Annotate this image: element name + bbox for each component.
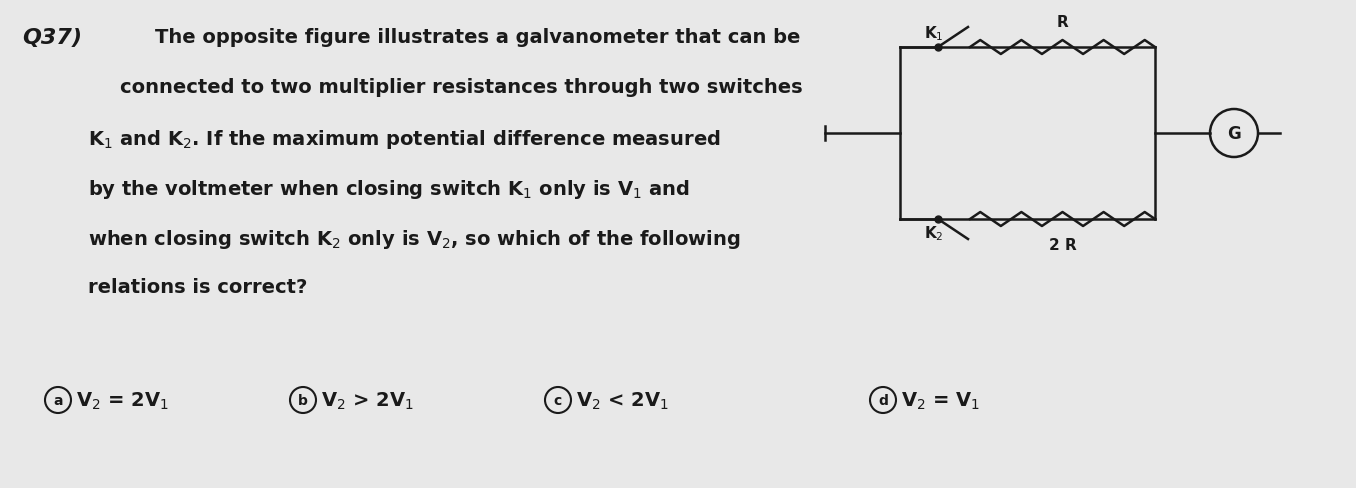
Text: d: d bbox=[879, 393, 888, 407]
Text: relations is correct?: relations is correct? bbox=[88, 278, 308, 296]
Text: a: a bbox=[53, 393, 62, 407]
Text: V$_2$ < 2V$_1$: V$_2$ < 2V$_1$ bbox=[576, 389, 669, 411]
Text: V$_2$ = 2V$_1$: V$_2$ = 2V$_1$ bbox=[76, 389, 168, 411]
Text: Q37): Q37) bbox=[22, 28, 81, 48]
Text: when closing switch K$_2$ only is V$_2$, so which of the following: when closing switch K$_2$ only is V$_2$,… bbox=[88, 227, 740, 250]
Text: by the voltmeter when closing switch K$_1$ only is V$_1$ and: by the voltmeter when closing switch K$_… bbox=[88, 178, 690, 201]
Text: V$_2$ = V$_1$: V$_2$ = V$_1$ bbox=[900, 389, 980, 411]
Text: K$_2$: K$_2$ bbox=[923, 224, 944, 242]
Text: 2 R: 2 R bbox=[1048, 238, 1077, 252]
Text: connected to two multiplier resistances through two switches: connected to two multiplier resistances … bbox=[119, 78, 803, 97]
Text: K$_1$: K$_1$ bbox=[923, 24, 944, 43]
Text: R: R bbox=[1056, 15, 1069, 30]
Text: G: G bbox=[1227, 125, 1241, 142]
Text: The opposite figure illustrates a galvanometer that can be: The opposite figure illustrates a galvan… bbox=[155, 28, 800, 47]
Text: c: c bbox=[553, 393, 563, 407]
Text: V$_2$ > 2V$_1$: V$_2$ > 2V$_1$ bbox=[321, 389, 414, 411]
Text: K$_1$ and K$_2$. If the maximum potential difference measured: K$_1$ and K$_2$. If the maximum potentia… bbox=[88, 128, 720, 151]
Text: b: b bbox=[298, 393, 308, 407]
